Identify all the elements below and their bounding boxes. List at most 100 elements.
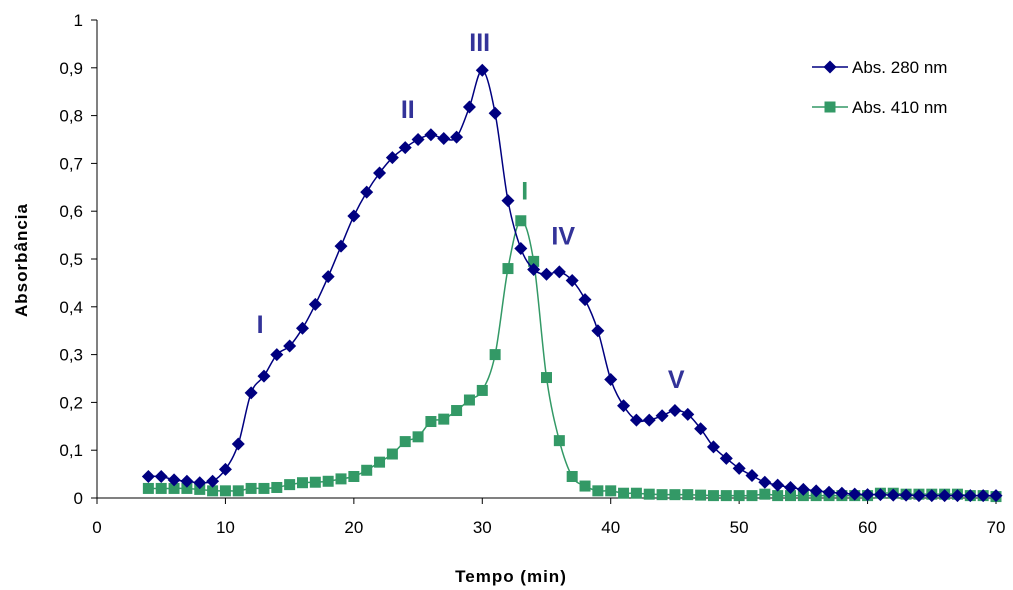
data-point-diamond: [925, 489, 939, 503]
data-point-diamond: [411, 133, 425, 146]
peak-label: III: [469, 29, 490, 57]
data-point-square: [194, 483, 206, 495]
data-point-square: [451, 405, 463, 417]
data-point-square: [232, 485, 244, 497]
data-point-diamond: [257, 369, 271, 383]
data-point-diamond: [244, 386, 258, 400]
legend-item: Abs. 280 nm: [812, 58, 947, 77]
data-point-square: [142, 482, 154, 494]
data-point-square: [245, 482, 257, 494]
legend-label: Abs. 410 nm: [852, 98, 947, 117]
x-tick-label: 50: [730, 518, 749, 537]
legend-diamond-icon: [823, 60, 837, 74]
data-point-diamond: [655, 409, 669, 423]
peak-label: IV: [551, 223, 575, 251]
data-point-diamond: [873, 488, 887, 502]
data-point-diamond: [835, 486, 849, 500]
peak-label: I: [521, 177, 528, 205]
data-point-diamond: [578, 293, 592, 307]
data-point-diamond: [167, 473, 181, 487]
data-point-diamond: [462, 100, 476, 114]
data-point-square: [656, 489, 668, 501]
data-point-square: [515, 215, 527, 227]
data-point-diamond: [193, 476, 207, 490]
data-point-square: [695, 489, 707, 501]
data-point-square: [772, 490, 784, 502]
y-ticks: 0 0,1 0,2 0,3 0,4 0,5 0,6 0,7 0,8 0,9 1: [59, 11, 97, 508]
data-point-square: [566, 470, 578, 482]
legend-square-icon: [824, 101, 836, 113]
y-tick-label: 0,1: [59, 441, 83, 460]
data-point-square: [258, 482, 270, 494]
data-point-diamond: [732, 461, 746, 475]
data-point-square: [618, 487, 630, 499]
data-point-diamond: [552, 265, 566, 279]
data-point-diamond: [784, 480, 798, 494]
y-tick-label: 0,3: [59, 346, 83, 365]
y-tick-label: 0,2: [59, 393, 83, 412]
data-point-diamond: [886, 488, 900, 502]
data-point-diamond: [334, 239, 348, 253]
data-point-square: [541, 372, 552, 384]
data-point-diamond: [180, 474, 194, 488]
series-layer: [141, 63, 1003, 503]
data-point-square: [386, 448, 398, 460]
data-point-diamond: [706, 440, 720, 454]
y-tick-label: 0: [74, 489, 83, 508]
data-point-diamond: [385, 151, 399, 165]
legend-item: Abs. 410 nm: [812, 98, 947, 117]
y-tick-label: 0,4: [59, 298, 83, 317]
x-axis-title: Tempo (min): [455, 567, 567, 586]
data-point-square: [579, 480, 591, 492]
data-point-diamond: [681, 407, 695, 421]
data-point-diamond: [206, 474, 220, 488]
x-tick-label: 10: [216, 518, 235, 537]
data-point-diamond: [899, 488, 913, 502]
data-point-diamond: [488, 106, 502, 120]
data-point-square: [528, 255, 540, 267]
x-ticks: 0 10 20 30 40 50 60 70: [92, 498, 1005, 537]
data-point-diamond: [141, 469, 155, 483]
data-point-diamond: [719, 451, 733, 465]
data-point-diamond: [809, 484, 823, 498]
x-tick-label: 70: [987, 518, 1006, 537]
y-tick-label: 0,9: [59, 59, 83, 78]
data-point-diamond: [938, 489, 952, 503]
x-tick-label: 0: [92, 518, 101, 537]
data-point-diamond: [629, 413, 643, 427]
data-point-square: [682, 489, 694, 501]
data-point-square: [374, 456, 386, 468]
data-point-square: [592, 485, 604, 497]
data-point-square: [553, 435, 565, 447]
data-point-square: [335, 473, 347, 485]
data-point-square: [502, 263, 514, 275]
data-point-square: [733, 490, 745, 502]
data-point-diamond: [642, 413, 656, 427]
data-point-square: [438, 413, 450, 425]
data-point-diamond: [540, 267, 553, 281]
data-point-diamond: [668, 404, 682, 418]
x-tick-label: 40: [601, 518, 620, 537]
data-point-diamond: [475, 63, 489, 77]
data-point-square: [746, 490, 758, 502]
data-point-square: [669, 489, 681, 501]
data-point-diamond: [360, 185, 374, 199]
data-point-square: [605, 485, 617, 497]
data-point-square: [296, 477, 308, 489]
data-point-square: [643, 488, 655, 500]
data-point-diamond: [591, 324, 605, 338]
data-point-square: [399, 436, 411, 448]
data-point-diamond: [154, 469, 168, 483]
y-tick-label: 0,7: [59, 154, 83, 173]
data-point-diamond: [950, 489, 964, 503]
data-point-square: [412, 431, 424, 443]
data-point-diamond: [308, 297, 322, 311]
axes: [96, 20, 996, 499]
data-point-diamond: [424, 128, 438, 142]
data-point-square: [348, 470, 360, 482]
data-point-diamond: [527, 263, 541, 277]
y-tick-label: 1: [74, 11, 83, 30]
data-point-square: [720, 490, 732, 502]
